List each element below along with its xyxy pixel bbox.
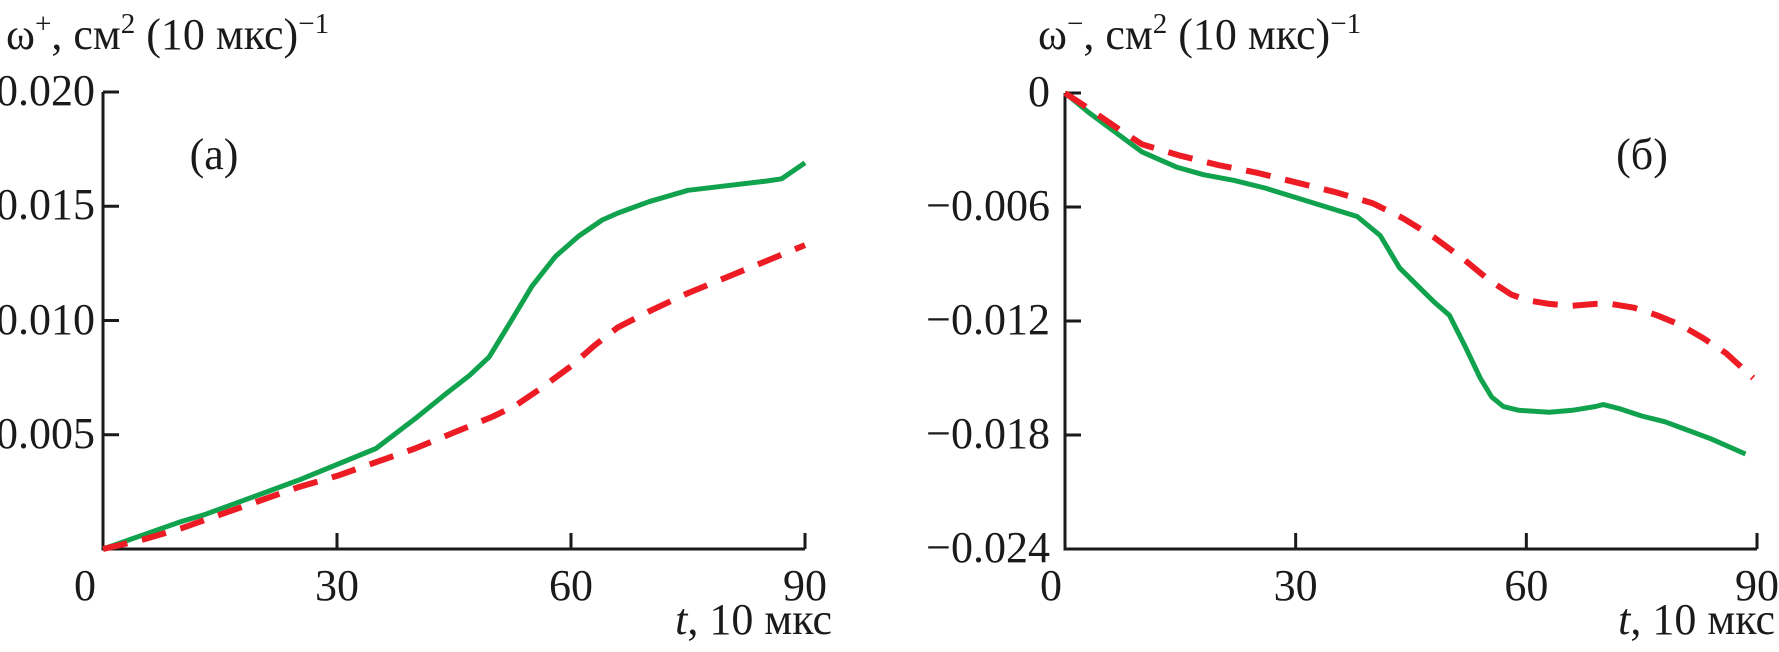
panel-b-y-axis-title-part: −1 <box>1330 8 1362 41</box>
panel-a-xtick-label: 60 <box>549 561 593 610</box>
panel-a-y-axis-title-part: + <box>34 8 52 41</box>
panel-b-xtick-label: 90 <box>1735 561 1779 610</box>
panel-a-y-axis-title-part: (10 мкс) <box>135 10 299 59</box>
panel-b-y-axis-title-part: 2 <box>1152 8 1168 41</box>
panel-a-y-axis-title-part: 2 <box>120 8 136 41</box>
panel-b-ytick-label: −0.024 <box>926 522 1050 572</box>
panel-b-ytick-label: −0.006 <box>926 180 1050 230</box>
panel-b-ytick-label: 0 <box>1028 66 1050 116</box>
panel-b-xtick-label: 30 <box>1273 561 1318 610</box>
panel-b-red-dashed-curve <box>1063 90 1756 381</box>
panel-a-y-axis-title-part: , см <box>51 10 121 59</box>
panel-a-y-axis-title: ω+, см2 (10 мкс)−1 <box>6 9 329 59</box>
panel-a-xtick-label: 90 <box>783 561 827 610</box>
panel-a-y-axis-title-part: −1 <box>298 8 330 41</box>
panel-a-ytick-label: 0.010 <box>0 294 95 344</box>
panel-a-xtick-label: 30 <box>315 561 359 610</box>
panel-b-y-axis-title-part: (10 мкс) <box>1167 10 1331 59</box>
panel-a-green-solid-curve <box>102 160 807 552</box>
panel-b-y-axis-title: ω−, см2 (10 мкс)−1 <box>1038 9 1361 59</box>
panel-b-letter: (б) <box>1616 130 1668 179</box>
panel-a-x-axis-label-part: t <box>675 595 688 644</box>
panel-b-xtick-label: 0 <box>1040 561 1062 610</box>
panel-b-x-axis-label-part: t <box>1618 595 1631 644</box>
panel-a-red-dashed-curve <box>102 242 807 552</box>
panel-a-ytick-label: 0.015 <box>0 180 95 230</box>
panel-b-xtick-label: 60 <box>1504 561 1549 610</box>
panel-a-letter: (а) <box>189 130 239 179</box>
panel-a-x-axis-label-part: , 10 мкс <box>687 595 832 644</box>
panel-a-x-axis-label: t, 10 мкс <box>675 595 832 644</box>
panel-b-y-axis-title-part: , см <box>1083 10 1153 59</box>
panel-b-green-solid-curve <box>1063 91 1747 457</box>
panel-a-ytick-label: 0.020 <box>0 65 95 115</box>
panel-a-y-axis-title-part: ω <box>6 10 35 59</box>
panel-b-x-axis-label-part: , 10 мкс <box>1630 595 1775 644</box>
panel-b-x-axis-label: t, 10 мкс <box>1618 595 1775 644</box>
panel-b-ytick-label: −0.018 <box>926 408 1050 458</box>
panel-a-ytick-label: 0.005 <box>0 408 95 458</box>
panel-b-ytick-label: −0.012 <box>926 294 1050 344</box>
panel-b-y-axis-title-part: − <box>1066 8 1084 41</box>
panel-b-y-axis-title-part: ω <box>1038 10 1067 59</box>
panel-a-xtick-label: 0 <box>74 561 96 610</box>
